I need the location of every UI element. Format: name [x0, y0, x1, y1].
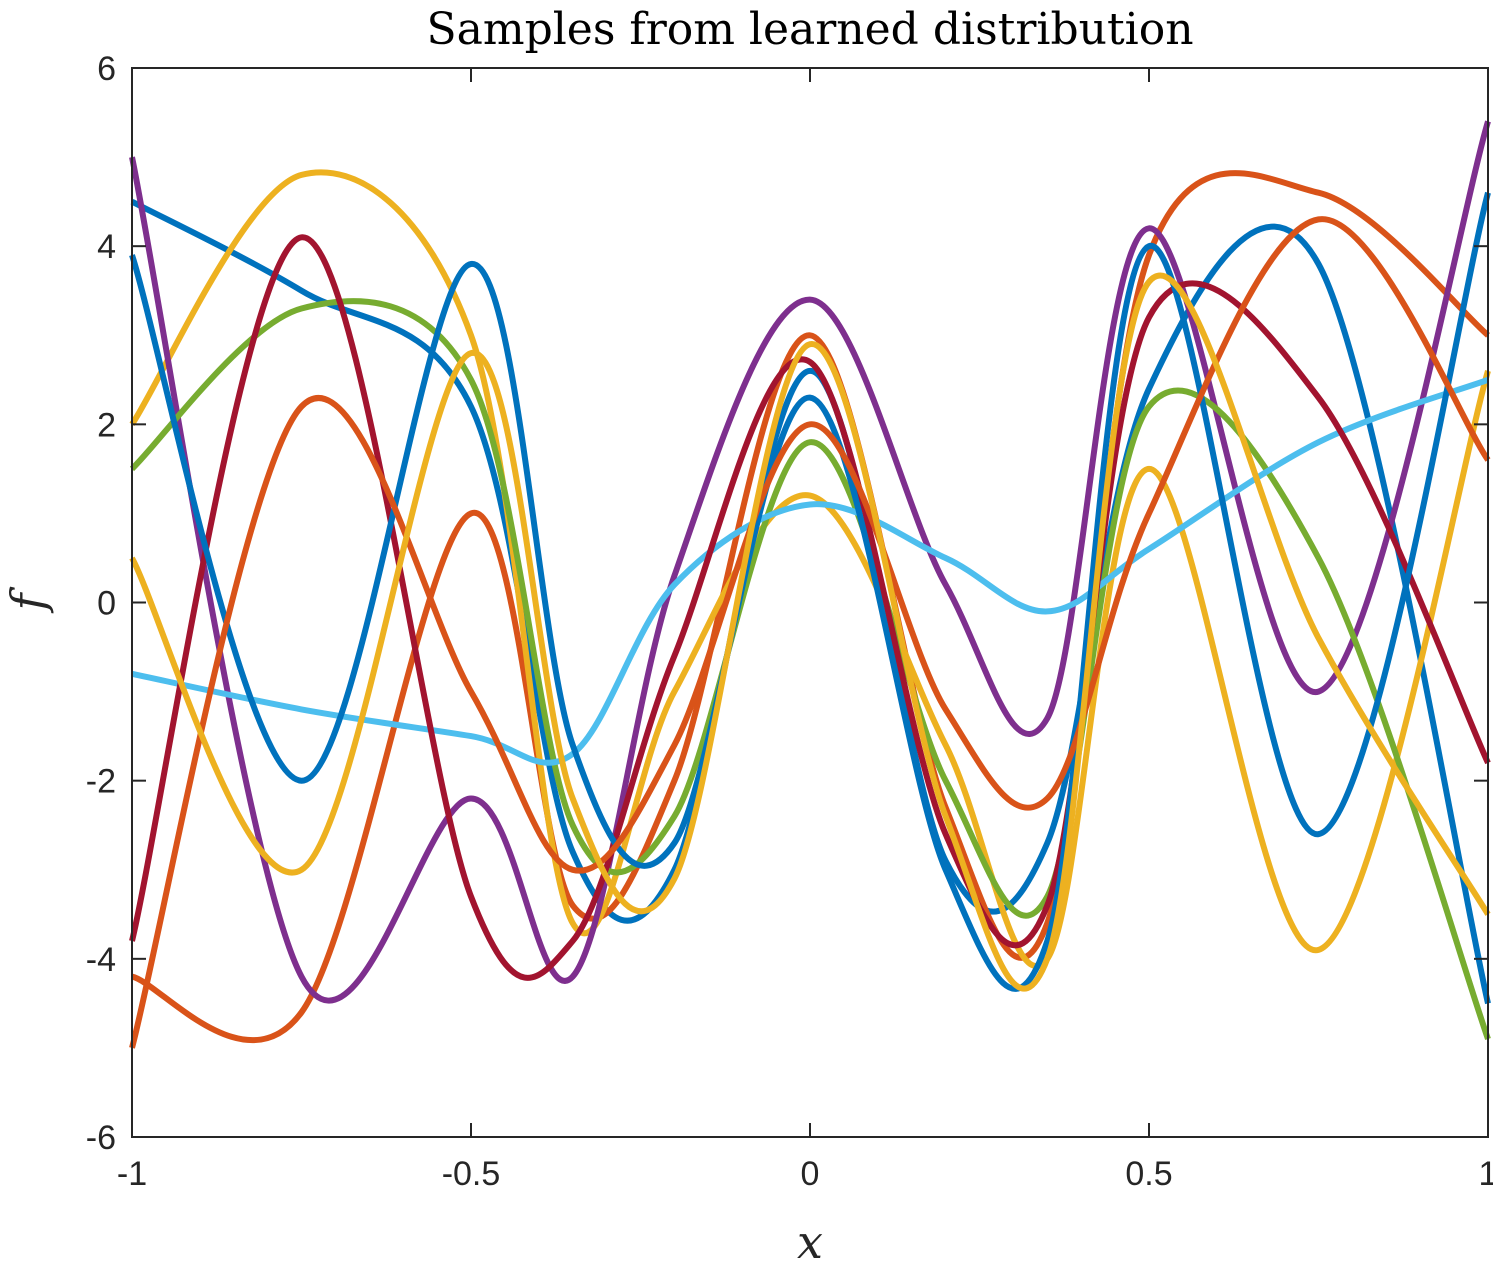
series-line-10	[129, 272, 1491, 992]
x-tick-label: -0.5	[442, 1155, 501, 1193]
y-axis-label: f	[1, 587, 55, 614]
series-lines	[129, 120, 1491, 1049]
x-tick-label: 0.5	[1125, 1155, 1172, 1193]
series-line-5	[129, 298, 1491, 1040]
x-tick-label: 0	[801, 1155, 820, 1193]
y-tick-label: 0	[97, 585, 116, 623]
series-line-8	[129, 191, 1491, 992]
y-tick-label: 4	[97, 228, 116, 266]
y-tick-label: 6	[97, 50, 116, 88]
series-line-2	[131, 170, 1490, 1043]
y-tick-label: -6	[86, 1119, 116, 1157]
series-line-3	[129, 169, 1491, 970]
series-line-6	[131, 376, 1490, 766]
x-axis-label: x	[797, 1215, 823, 1263]
y-tick-label: -2	[86, 763, 116, 801]
y-tick-label: -4	[86, 941, 116, 979]
series-line-1	[130, 198, 1491, 1005]
x-tick-label: -1	[117, 1155, 147, 1193]
series-line-9	[129, 216, 1491, 1049]
series-line-4	[129, 120, 1491, 1004]
axis-tick-labels: -1 -0.5 0 0.5 1 -6 -4 -2 0 2 4 6	[86, 50, 1493, 1193]
series-line-7	[129, 234, 1491, 981]
y-tick-label: 2	[97, 406, 116, 444]
chart-title: Samples from learned distribution	[426, 4, 1193, 55]
axis-ticks	[131, 67, 1489, 1138]
x-tick-label: 1	[1479, 1155, 1493, 1193]
